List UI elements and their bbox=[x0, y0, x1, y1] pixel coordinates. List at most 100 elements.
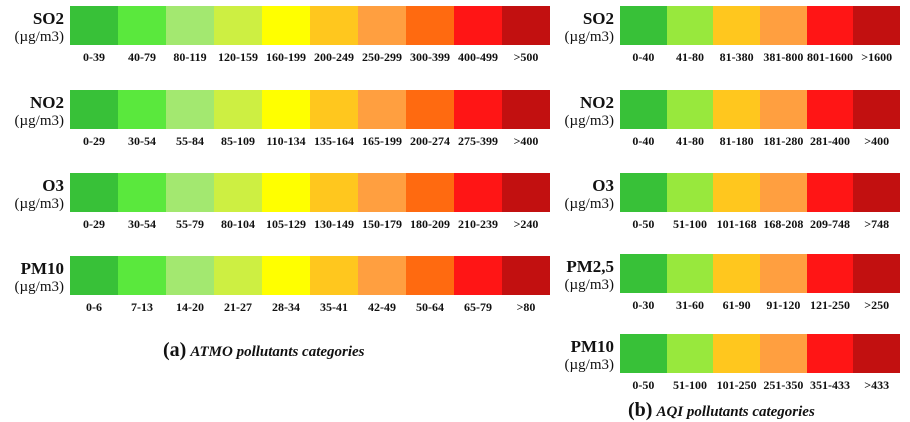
range-label: 165-199 bbox=[362, 134, 402, 148]
range-label: 55-79 bbox=[176, 217, 204, 231]
range-labels: 0-40 41-80 81-180 181-280 281-400 >400 bbox=[620, 134, 900, 148]
range-label: 81-380 bbox=[719, 50, 754, 64]
range-label: 400-499 bbox=[458, 50, 498, 64]
range-label: 181-280 bbox=[763, 134, 804, 148]
category-swatch bbox=[713, 334, 761, 373]
category-swatch bbox=[70, 6, 118, 45]
range-label: 35-41 bbox=[320, 300, 348, 314]
range-label: 200-249 bbox=[314, 50, 354, 64]
category-swatch bbox=[620, 334, 667, 373]
category-swatch bbox=[620, 254, 667, 293]
category-swatch bbox=[166, 256, 214, 295]
row-no2: NO2 (µg/m3) 0-29 30-54 55-84 85-109 110-134 135… bbox=[0, 90, 560, 154]
range-labels: 0-50 51-100 101-250 251-350 351-433 >433 bbox=[620, 378, 900, 392]
category-swatch bbox=[666, 6, 714, 45]
category-swatch bbox=[262, 6, 310, 45]
range-label: 120-159 bbox=[218, 50, 258, 64]
category-swatch bbox=[713, 90, 761, 129]
range-label: 50-64 bbox=[416, 300, 444, 314]
range-label: 80-119 bbox=[173, 50, 207, 64]
pollutant-unit: (µg/m3) bbox=[564, 357, 614, 373]
range-label: 105-129 bbox=[266, 217, 306, 231]
range-label: 250-299 bbox=[362, 50, 402, 64]
range-label: 0-50 bbox=[632, 378, 655, 392]
category-swatch bbox=[760, 6, 807, 45]
range-labels: 0-50 51-100 101-168 168-208 209-748 >748 bbox=[620, 217, 900, 231]
range-label: 51-100 bbox=[673, 217, 707, 231]
range-label: 110-134 bbox=[266, 134, 306, 148]
range-labels: 0-30 31-60 61-90 91-120 121-250 >250 bbox=[620, 298, 900, 312]
range-label: 81-180 bbox=[719, 134, 754, 148]
caption-text-a: ATMO pollutants categories bbox=[190, 344, 365, 360]
range-label: 21-27 bbox=[224, 300, 252, 314]
category-swatch bbox=[118, 6, 166, 45]
pollutant-unit: (µg/m3) bbox=[564, 196, 614, 212]
color-bar bbox=[620, 6, 901, 45]
category-swatch bbox=[262, 173, 310, 212]
range-label: 0-6 bbox=[86, 300, 102, 314]
range-label: 85-109 bbox=[221, 134, 255, 148]
category-swatch bbox=[166, 90, 214, 129]
category-swatch bbox=[358, 256, 406, 295]
category-swatch bbox=[310, 90, 358, 129]
range-labels: 0-39 40-79 80-119 120-159 160-199 200-249 250-… bbox=[70, 50, 550, 64]
row-so2: SO2 (µg/m3) 0-40 41-80 81-380 381-800 801-1600… bbox=[560, 6, 910, 70]
category-swatch bbox=[358, 90, 406, 129]
range-label: 7-13 bbox=[131, 300, 153, 314]
range-label: 168-208 bbox=[763, 217, 804, 231]
caption-aqi: (b) AQI pollutants categories bbox=[628, 399, 815, 422]
range-label: >240 bbox=[513, 217, 539, 231]
row-pm10: PM10 (µg/m3) 0-50 51-100 101-250 251-350 351-4… bbox=[560, 334, 910, 398]
category-swatch bbox=[853, 254, 901, 293]
category-swatch bbox=[806, 254, 854, 293]
category-swatch bbox=[853, 173, 901, 212]
range-label: 0-30 bbox=[632, 298, 655, 312]
category-swatch bbox=[666, 254, 714, 293]
category-swatch bbox=[454, 256, 502, 295]
category-swatch bbox=[666, 90, 714, 129]
category-swatch bbox=[760, 334, 807, 373]
range-label: >80 bbox=[516, 300, 536, 314]
color-bar bbox=[620, 90, 901, 129]
range-labels: 0-29 30-54 55-84 85-109 110-134 135-164 165-19… bbox=[70, 134, 550, 148]
range-label: 275-399 bbox=[458, 134, 498, 148]
range-label: 160-199 bbox=[266, 50, 306, 64]
range-label: 0-29 bbox=[83, 134, 105, 148]
range-label: 55-84 bbox=[176, 134, 204, 148]
category-swatch bbox=[853, 6, 901, 45]
category-swatch bbox=[620, 90, 667, 129]
range-label: >500 bbox=[513, 50, 539, 64]
category-swatch bbox=[806, 173, 854, 212]
color-bar bbox=[70, 6, 550, 45]
category-swatch bbox=[262, 256, 310, 295]
range-label: 0-40 bbox=[632, 50, 655, 64]
range-label: 200-274 bbox=[410, 134, 450, 148]
category-swatch bbox=[358, 6, 406, 45]
row-o3: O3 (µg/m3) 0-29 30-54 55-79 80-104 105-129 130-… bbox=[0, 173, 560, 237]
range-label: 150-179 bbox=[362, 217, 402, 231]
range-label: >250 bbox=[864, 298, 890, 312]
range-label: 281-400 bbox=[810, 134, 851, 148]
pollutant-name: SO2 bbox=[582, 9, 614, 28]
category-swatch bbox=[502, 90, 550, 129]
range-label: 351-433 bbox=[810, 378, 851, 392]
range-label: 209-748 bbox=[810, 217, 851, 231]
category-swatch bbox=[760, 173, 807, 212]
category-swatch bbox=[502, 256, 550, 295]
category-swatch bbox=[406, 6, 454, 45]
range-label: 180-209 bbox=[410, 217, 450, 231]
category-swatch bbox=[666, 334, 714, 373]
category-swatch bbox=[118, 256, 166, 295]
category-swatch bbox=[620, 6, 667, 45]
row-pm10: PM10 (µg/m3) 0-6 7-13 14-20 21-27 28-34 35-41 42… bbox=[0, 256, 560, 320]
range-labels: 0-6 7-13 14-20 21-27 28-34 35-41 42-49 50-64 65-… bbox=[70, 300, 550, 314]
category-swatch bbox=[760, 90, 807, 129]
range-label: 28-34 bbox=[272, 300, 300, 314]
range-label: 61-90 bbox=[722, 298, 751, 312]
range-label: 51-100 bbox=[673, 378, 707, 392]
pollutant-name: NO2 bbox=[580, 93, 614, 112]
category-swatch bbox=[118, 90, 166, 129]
pollutant-name: PM10 bbox=[20, 259, 64, 278]
range-label: 135-164 bbox=[314, 134, 354, 148]
row-no2: NO2 (µg/m3) 0-40 41-80 81-180 181-280 281-400 >… bbox=[560, 90, 910, 154]
